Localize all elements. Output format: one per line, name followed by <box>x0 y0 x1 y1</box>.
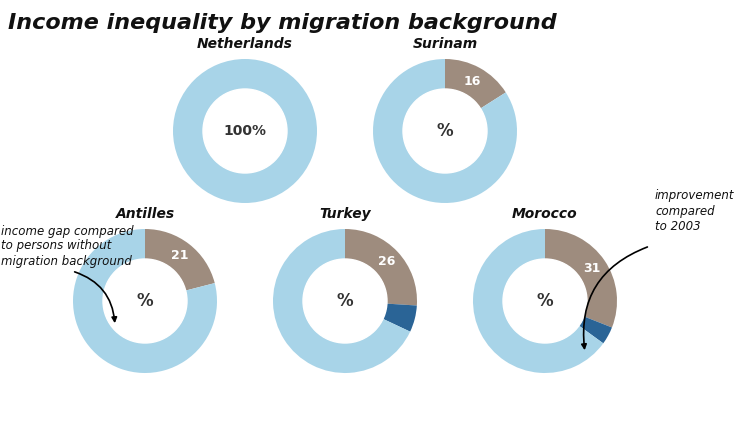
Text: income gap compared
to persons without
migration background: income gap compared to persons without m… <box>1 224 133 267</box>
Circle shape <box>503 259 587 343</box>
Wedge shape <box>383 304 417 332</box>
Text: improvement
compared
to 2003: improvement compared to 2003 <box>655 189 734 232</box>
Wedge shape <box>445 59 506 109</box>
Text: %: % <box>436 122 453 140</box>
Text: 100%: 100% <box>224 124 267 138</box>
Text: %: % <box>536 292 554 310</box>
Text: %: % <box>336 292 353 310</box>
Wedge shape <box>373 59 517 203</box>
Wedge shape <box>173 59 317 203</box>
Wedge shape <box>73 229 217 373</box>
Wedge shape <box>473 229 603 373</box>
Circle shape <box>303 259 387 343</box>
Text: Turkey: Turkey <box>319 207 370 221</box>
Text: Surinam: Surinam <box>413 37 478 51</box>
Wedge shape <box>545 229 617 328</box>
Text: Morocco: Morocco <box>512 207 578 221</box>
Text: 16: 16 <box>464 75 481 88</box>
Text: Netherlands: Netherlands <box>197 37 293 51</box>
Wedge shape <box>345 229 417 306</box>
Circle shape <box>103 259 187 343</box>
Wedge shape <box>145 229 215 290</box>
Circle shape <box>203 89 287 173</box>
Text: Antilles: Antilles <box>116 207 175 221</box>
Text: 21: 21 <box>171 250 189 262</box>
Text: 26: 26 <box>378 256 395 269</box>
Text: Income inequality by migration background: Income inequality by migration backgroun… <box>8 13 556 33</box>
Wedge shape <box>273 229 411 373</box>
Text: 31: 31 <box>583 262 601 275</box>
Text: %: % <box>136 292 153 310</box>
Circle shape <box>403 89 487 173</box>
Wedge shape <box>579 317 612 343</box>
